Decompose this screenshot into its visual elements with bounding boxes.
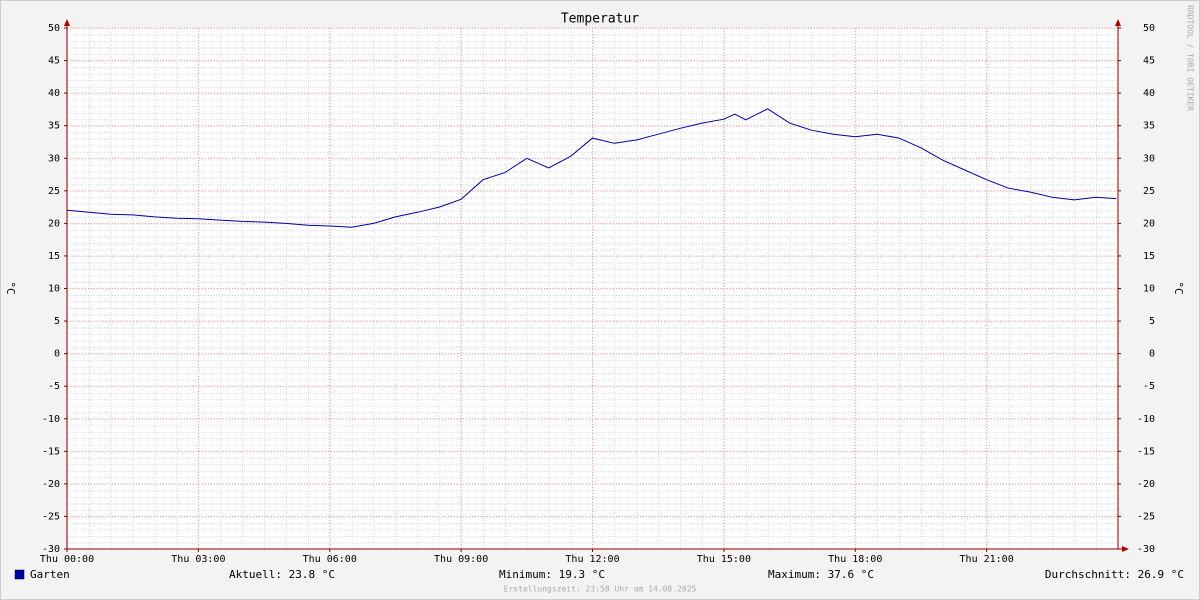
plot	[66, 108, 1117, 228]
y2-tick-label: -25	[1137, 511, 1155, 522]
watermark: RRDTOOL / TOBI OETIKER	[1186, 5, 1195, 111]
y2-tick-label: -20	[1137, 479, 1155, 490]
x-tick-label: Thu 09:00	[434, 554, 488, 565]
stat: Durchschnitt: 26.9 °C	[1045, 568, 1184, 581]
y2-tick-label: -15	[1137, 446, 1155, 457]
y2-tick-label: 10	[1143, 284, 1155, 295]
stat: Maximum: 37.6 °C	[768, 568, 874, 581]
chart-title: Temperatur	[561, 12, 639, 27]
y-tick-label: -10	[42, 414, 60, 425]
y2-tick-label: 45	[1143, 56, 1155, 67]
y-tick-label: 40	[48, 88, 60, 99]
y-tick-label: 25	[48, 186, 60, 197]
y2-tick-label: -30	[1137, 544, 1155, 555]
footer: Erstellungszeit: 23:58 Uhr am 14.08.2025	[504, 585, 697, 594]
stat-label: Aktuell:	[229, 568, 282, 581]
stat-label: Minimum:	[499, 568, 552, 581]
y-axis-label: °C	[4, 281, 17, 294]
y-tick-label: 30	[48, 153, 60, 164]
y-tick-label: -5	[48, 381, 60, 392]
y2-tick-label: 40	[1143, 88, 1155, 99]
stat-value: 37.6	[828, 568, 855, 581]
y-tick-label: -20	[42, 479, 60, 490]
data-line	[66, 108, 1117, 228]
legend-swatch	[14, 569, 25, 580]
stat-unit: °C	[1171, 568, 1184, 581]
y2-axis-label: °C	[1172, 281, 1185, 294]
stat-unit: °C	[592, 568, 605, 581]
y-tick-label: 45	[48, 56, 60, 67]
y-tick-label: 5	[54, 316, 60, 327]
y2-tick-label: 15	[1143, 251, 1155, 262]
stat-label: Durchschnitt:	[1045, 568, 1131, 581]
y2-tick-label: 5	[1149, 316, 1155, 327]
y2-tick-label: 50	[1143, 23, 1155, 34]
y-tick-label: 15	[48, 251, 60, 262]
stat-unit: °C	[861, 568, 874, 581]
y2-tick-label: -10	[1137, 414, 1155, 425]
legend-label: Garten	[30, 568, 70, 581]
stat: Minimum: 19.3 °C	[499, 568, 605, 581]
stat-value: 26.9	[1138, 568, 1165, 581]
x-tick-label: Thu 21:00	[960, 554, 1014, 565]
x-tick-label: Thu 03:00	[171, 554, 225, 565]
stat-label: Maximum:	[768, 568, 821, 581]
stat-value: 19.3	[559, 568, 586, 581]
y2-tick-label: 30	[1143, 153, 1155, 164]
x-tick-label: Thu 12:00	[565, 554, 619, 565]
y2-tick-label: 25	[1143, 186, 1155, 197]
y-tick-label: -30	[42, 544, 60, 555]
x-tick-label: Thu 18:00	[828, 554, 882, 565]
y-tick-label: 50	[48, 23, 60, 34]
y-tick-label: 0	[54, 349, 60, 360]
y2-tick-label: -5	[1143, 381, 1155, 392]
x-tick-label: Thu 00:00	[40, 554, 94, 565]
y-tick-label: 10	[48, 284, 60, 295]
stats: Aktuell: 23.8 °C Minimum: 19.3 °C Maximum:…	[229, 568, 1184, 581]
stat-unit: °C	[322, 568, 335, 581]
stat-value: 23.8	[289, 568, 316, 581]
y2-tick-label: 20	[1143, 218, 1155, 229]
stat: Aktuell: 23.8 °C	[229, 568, 335, 581]
y-tick-label: -25	[42, 511, 60, 522]
x-tick-label: Thu 15:00	[697, 554, 751, 565]
y-tick-label: -15	[42, 446, 60, 457]
y2-tick-label: 35	[1143, 121, 1155, 132]
x-tick-label: Thu 06:00	[303, 554, 357, 565]
y-tick-label: 35	[48, 121, 60, 132]
y-tick-label: 20	[48, 218, 60, 229]
y2-tick-label: 0	[1149, 349, 1155, 360]
